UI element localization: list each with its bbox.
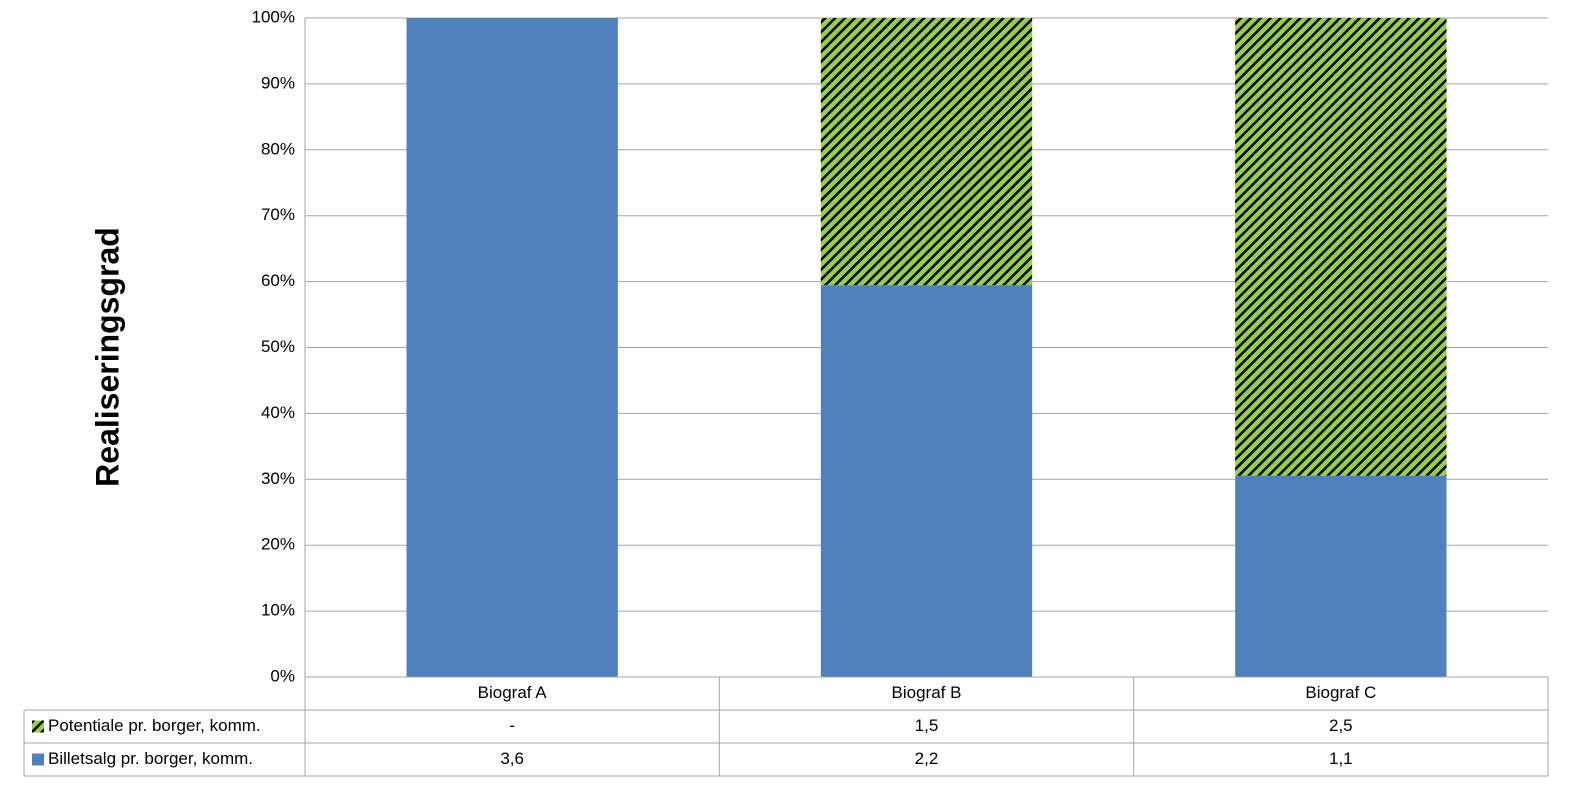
y-tick-label: 0% [270, 666, 295, 685]
bar-segment [406, 18, 618, 677]
y-axis-title: Realiseringsgrad [89, 227, 125, 487]
legend-marker [32, 720, 44, 733]
x-tick-label: Biograf C [1305, 683, 1376, 702]
y-tick-label: 80% [261, 139, 295, 158]
legend-marker [32, 753, 44, 766]
x-tick-label: Biograf A [478, 683, 548, 702]
y-tick-label: 10% [261, 601, 295, 620]
x-tick-label: Biograf B [892, 683, 962, 702]
y-tick-label: 100% [252, 7, 295, 26]
table-cell: 1,5 [915, 716, 939, 735]
bar-segment [820, 18, 1033, 286]
table-cell: 3,6 [500, 749, 524, 768]
y-tick-label: 20% [261, 535, 295, 554]
table-cell: - [509, 716, 515, 735]
legend-label: Potentiale pr. borger, komm. [48, 716, 261, 735]
legend-label: Billetsalg pr. borger, komm. [48, 749, 253, 768]
bar-segment [1235, 475, 1447, 677]
table-cell: 1,1 [1329, 749, 1353, 768]
y-tick-label: 70% [261, 205, 295, 224]
y-tick-label: 60% [261, 271, 295, 290]
y-tick-label: 90% [261, 73, 295, 92]
y-tick-label: 40% [261, 403, 295, 422]
y-tick-label: 50% [261, 337, 295, 356]
bar-segment [1235, 18, 1447, 476]
bar-segment [820, 285, 1033, 677]
y-tick-label: 30% [261, 469, 295, 488]
table-cell: 2,5 [1329, 716, 1353, 735]
table-cell: 2,2 [915, 749, 939, 768]
